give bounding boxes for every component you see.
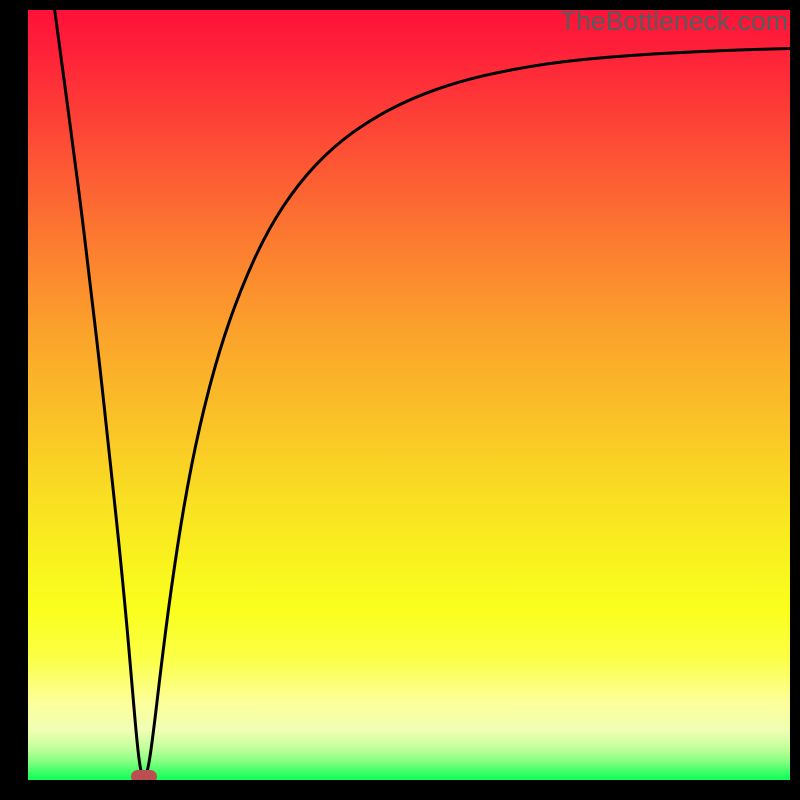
curve-svg [28,10,790,780]
chart-root: TheBottleneck.com [0,0,800,800]
plot-area [28,10,790,780]
minimum-marker [131,770,157,780]
watermark-text: TheBottleneck.com [560,6,788,37]
curve-path [55,10,790,777]
